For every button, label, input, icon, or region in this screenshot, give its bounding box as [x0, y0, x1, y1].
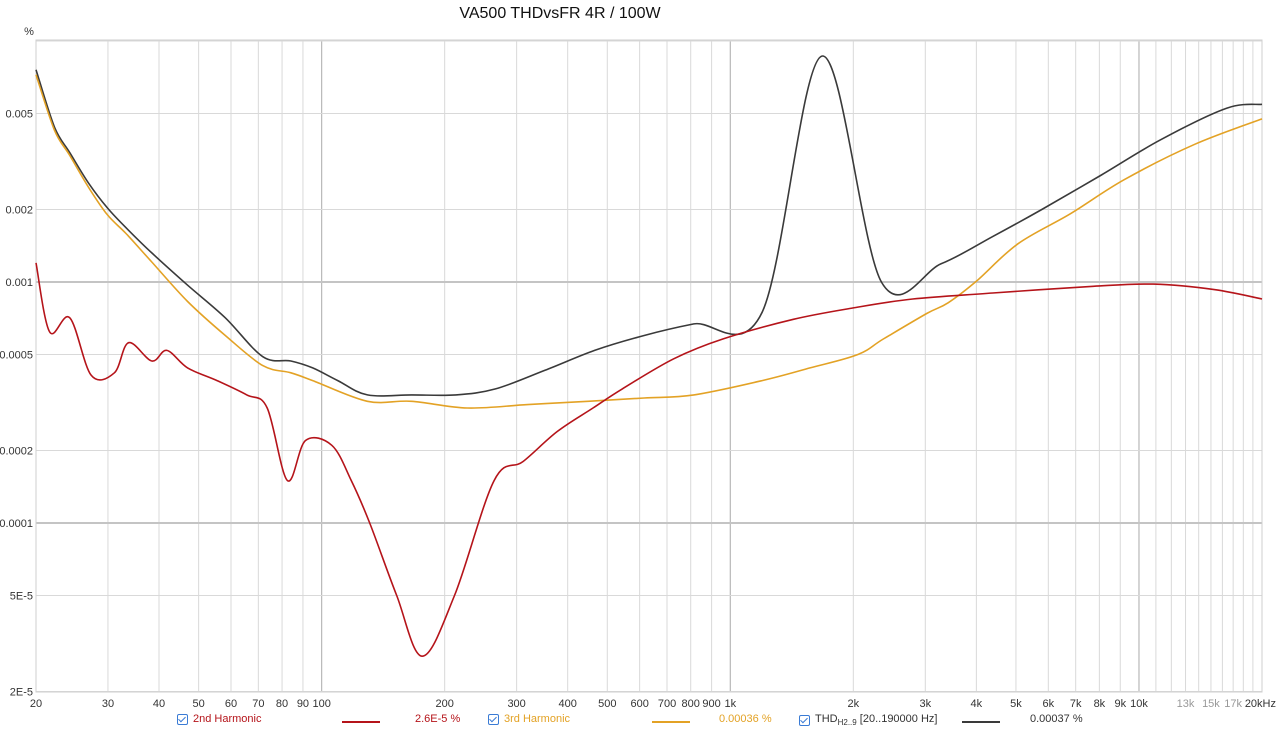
y-tick-label: 2E-5 [10, 686, 33, 698]
axis-labels: 0.005 0.002 0.001 0.0005 0.0002 0.0001 5E-5 2E-… [0, 26, 1276, 710]
legend-value-3rd-harmonic: 0.00036 % [719, 713, 772, 725]
checkbox-thd[interactable] [799, 714, 810, 726]
x-tick-label: 9k [1114, 698, 1126, 710]
legend-label-thd-range: [20..190000 Hz] [859, 713, 938, 725]
x-tick-label: 300 [507, 698, 525, 710]
x-tick-label: 2k [848, 698, 860, 710]
x-tick-label: 100 [312, 698, 330, 710]
x-tick-label: 30 [102, 698, 114, 710]
x-tick-label: 40 [153, 698, 165, 710]
x-tick-label: 4k [971, 698, 983, 710]
series-lines [35, 55, 1263, 657]
x-tick-label: 5k [1010, 698, 1022, 710]
x-tick-label: 200 [435, 698, 453, 710]
y-tick-label: 0.002 [5, 204, 33, 216]
checkbox-3rd-harmonic[interactable] [488, 713, 499, 725]
x-tick-label: 10k [1130, 698, 1148, 710]
legend-swatch-3rd-harmonic [652, 721, 690, 723]
plot-area: 0.005 0.002 0.001 0.0005 0.0002 0.0001 5E-5 2E-… [0, 26, 1276, 710]
x-tick-label: 1k [724, 698, 736, 710]
checkbox-2nd-harmonic[interactable] [177, 713, 188, 725]
legend: 2nd Harmonic 2.6E-5 % 3rd Harmonic 0.000… [0, 713, 1280, 731]
legend-item-thd[interactable]: THDH2..9 [20..190000 Hz] [799, 713, 937, 727]
legend-item-3rd-harmonic[interactable]: 3rd Harmonic [488, 713, 570, 725]
x-tick-label: 900 [702, 698, 720, 710]
grid-lines [35, 39, 1263, 693]
x-tick-label: 6k [1043, 698, 1055, 710]
legend-label-thd-sub: H2..9 [837, 718, 857, 728]
y-tick-label: 0.0001 [0, 518, 33, 530]
legend-value-2nd-harmonic: 2.6E-5 % [415, 713, 461, 725]
x-tick-label: 15k [1202, 698, 1220, 710]
legend-value-thd: 0.00037 % [1030, 713, 1083, 725]
x-tick-label: 70 [252, 698, 264, 710]
chart-title: VA500 THDvsFR 4R / 100W [459, 5, 661, 22]
plot-border [35, 39, 1263, 693]
x-tick-label: 90 [297, 698, 309, 710]
legend-swatch-thd [962, 721, 1000, 723]
y-tick-label: 5E-5 [10, 591, 33, 603]
x-tick-label: 8k [1094, 698, 1106, 710]
y-tick-label: 0.005 [5, 109, 33, 121]
legend-swatch-2nd-harmonic [342, 721, 380, 723]
legend-label-2nd-harmonic: 2nd Harmonic [193, 713, 262, 725]
legend-label-3rd-harmonic: 3rd Harmonic [504, 713, 571, 725]
x-tick-label: 50 [192, 698, 204, 710]
legend-label-thd: THDH2..9 [20..190000 Hz] [815, 713, 937, 727]
x-tick-label: 17k [1224, 698, 1242, 710]
legend-label-thd-main: THD [815, 713, 838, 725]
x-tick-label: 80 [276, 698, 288, 710]
y-tick-label: 0.0002 [0, 445, 33, 457]
legend-item-2nd-harmonic[interactable]: 2nd Harmonic [177, 713, 261, 725]
y-tick-label: 0.0005 [0, 350, 33, 362]
y-unit-label: % [24, 26, 34, 38]
x-tick-label: 13k [1177, 698, 1195, 710]
x-tick-label: 3k [919, 698, 931, 710]
x-tick-label: 600 [630, 698, 648, 710]
x-tick-label: 20kHz [1245, 698, 1276, 710]
series-line-thd-h2-9-20-190000-hz [35, 55, 1263, 397]
x-tick-label: 700 [658, 698, 676, 710]
y-tick-label: 0.001 [5, 277, 33, 289]
series-line-2nd-harmonic [35, 262, 1263, 657]
x-tick-label: 400 [559, 698, 577, 710]
x-tick-label: 60 [225, 698, 237, 710]
x-tick-label: 800 [682, 698, 700, 710]
x-tick-label: 20 [30, 698, 42, 710]
x-tick-label: 500 [598, 698, 616, 710]
series-line-3rd-harmonic [35, 74, 1263, 409]
x-tick-label: 7k [1070, 698, 1082, 710]
